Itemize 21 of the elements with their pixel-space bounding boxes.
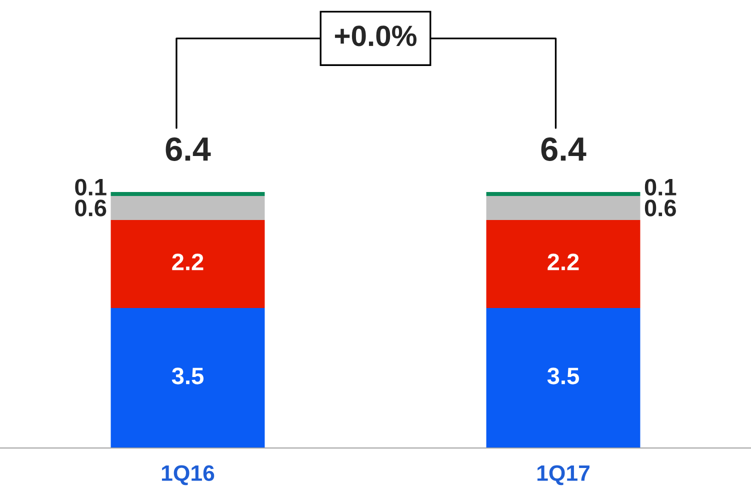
bar <box>110 192 265 196</box>
data-label: 0.6 <box>75 200 106 216</box>
bar <box>486 308 640 448</box>
bar <box>486 192 640 196</box>
x-tick-label: 1Q17 <box>537 465 590 486</box>
bar <box>110 308 265 448</box>
text: +0.0% <box>334 26 416 46</box>
bar <box>486 196 640 220</box>
x-tick-label: 1Q16 <box>162 465 214 486</box>
data-label: 0.1 <box>644 178 676 196</box>
bar <box>110 196 265 220</box>
data-label: 3.5 <box>172 368 204 384</box>
total-label: 6.4 <box>541 137 586 161</box>
data-label: 0.6 <box>644 200 676 216</box>
data-label: 2.2 <box>172 254 204 270</box>
bar <box>110 220 265 308</box>
data-label: 3.5 <box>547 368 580 384</box>
bar <box>486 220 640 308</box>
total-label: 6.4 <box>166 137 211 161</box>
data-label: 2.2 <box>548 254 579 270</box>
data-label: 0.1 <box>75 178 106 196</box>
